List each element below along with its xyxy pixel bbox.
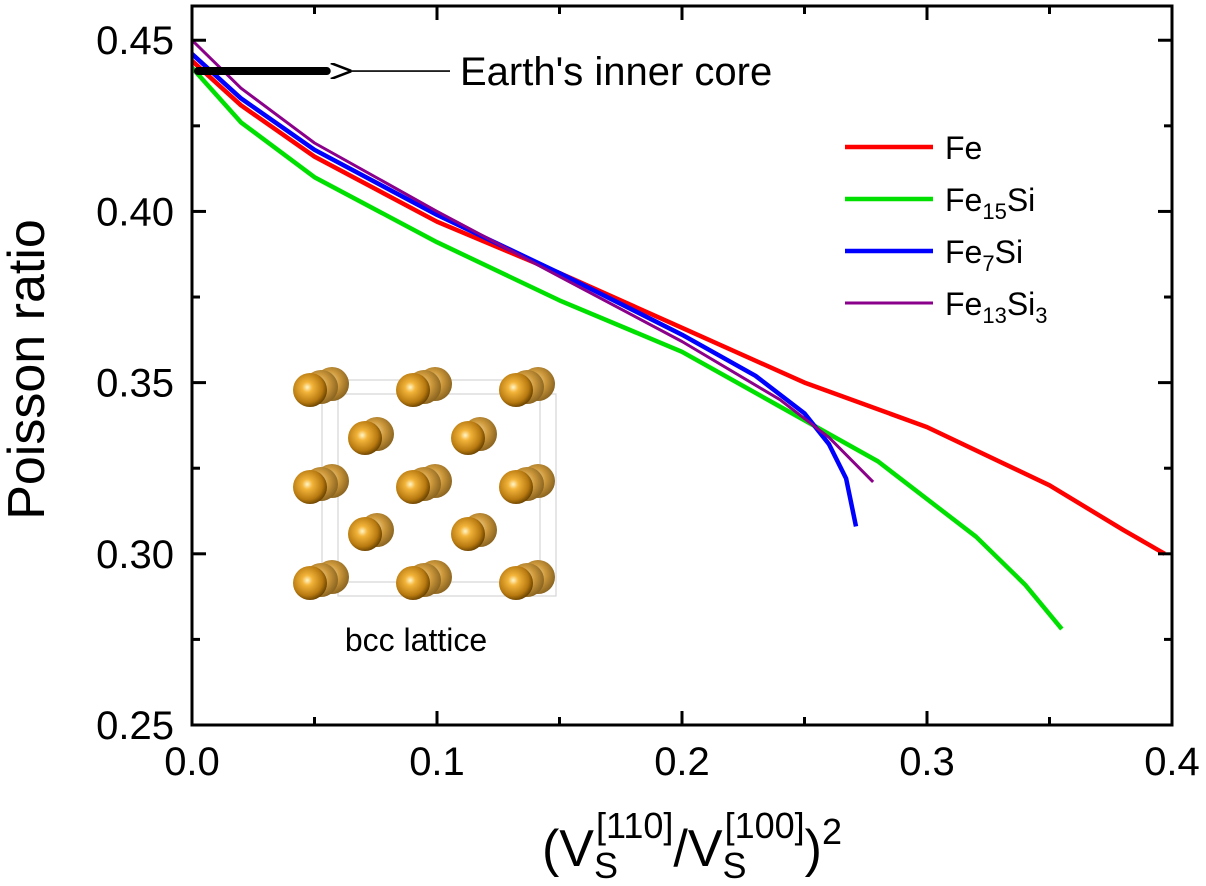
x-tick-label: 0.3 [899,740,955,784]
x-sub-1: S [594,845,618,886]
bcc-lattice-inset [293,367,557,600]
y-tick-label: 0.40 [96,190,174,234]
lattice-atom [499,470,533,504]
x-power: 2 [822,811,842,852]
lattice-atom [499,566,533,600]
lattice-atom [451,517,485,551]
series-layer [190,39,1166,631]
axis-ticks [190,6,1174,727]
inner-core-annotation: Earth's inner core [194,50,772,94]
lattice-atom [451,421,485,455]
bcc-lattice-caption: bcc lattice [345,622,487,658]
series-line-Fe15Si [190,66,1064,631]
legend-label-Fe13Si3: Fe13Si3 [945,286,1048,328]
inner-core-label: Earth's inner core [460,50,772,94]
axis-tick-labels: 0.0 0.1 0.2 0.3 0.4 0.25 0.30 0.35 0.40 0.45 [96,19,1200,784]
lattice-atom [293,373,327,407]
legend-label-Fe15Si: Fe15Si [945,182,1035,224]
series-line-Fe7Si [190,52,859,527]
x-axis-label: (VS[110]/VS[100])2 [542,805,842,886]
legend: Fe Fe15Si Fe7Si Fe13Si3 [845,130,1048,328]
x-tick-label: 0.1 [409,740,465,784]
lattice-atom [396,470,430,504]
lattice-atom [348,517,382,551]
x-sub-2: S [723,845,747,886]
y-axis-label: Poisson ratio [0,219,56,520]
y-tick-label: 0.35 [96,362,174,406]
y-tick-label: 0.25 [96,704,174,748]
lattice-atom [293,470,327,504]
x-sup-2: [100] [725,805,805,846]
legend-label-Fe7Si: Fe7Si [945,234,1023,276]
x-tick-label: 0.2 [654,740,710,784]
y-tick-label: 0.45 [96,19,174,63]
x-tick-label: 0.4 [1144,740,1200,784]
legend-label-Fe: Fe [945,130,982,166]
plot-frame [190,4,1174,727]
series-line-Fe [190,59,1166,556]
series-line-Fe13Si3 [190,39,875,483]
lattice-atom [293,566,327,600]
y-tick-label: 0.30 [96,533,174,577]
x-sup-1: [110] [596,805,673,846]
x-tick-label: 0.0 [164,740,220,784]
lattice-atom [348,421,382,455]
lattice-atom [396,373,430,407]
lattice-cell-edge [337,393,557,597]
lattice-atom [499,373,533,407]
lattice-atom [396,566,430,600]
